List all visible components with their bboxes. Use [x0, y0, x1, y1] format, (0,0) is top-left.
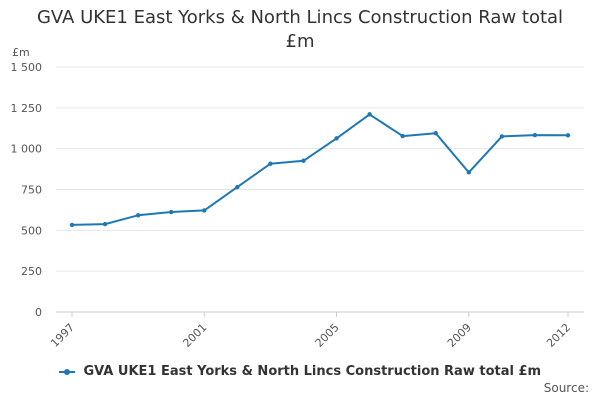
legend-marker-icon	[58, 367, 75, 377]
series-group	[69, 112, 571, 228]
chart-title-line-1: GVA UKE1 East Yorks & North Lincs Constr…	[36, 7, 564, 28]
data-point[interactable]	[532, 132, 538, 138]
y-tick-label: 1 500	[11, 61, 43, 74]
x-tick-label: 2001	[180, 321, 209, 350]
data-point[interactable]	[202, 208, 207, 213]
data-point[interactable]	[301, 158, 306, 163]
y-tick-label: 1 000	[11, 143, 43, 156]
data-point[interactable]	[565, 133, 571, 138]
x-tick-label: 2005	[313, 321, 342, 350]
data-point[interactable]	[367, 112, 372, 117]
y-tick-label: 250	[21, 265, 42, 278]
x-tick-label: 2009	[445, 321, 474, 350]
y-axis-ticks: 0 250 500 750 1 000 1 250 1 500	[11, 61, 43, 319]
data-point[interactable]	[433, 130, 438, 136]
y-tick-label: 0	[35, 306, 42, 319]
data-point[interactable]	[235, 184, 240, 190]
data-point[interactable]	[466, 170, 471, 175]
data-point[interactable]	[268, 161, 273, 166]
chart-title-line-2: £m	[285, 31, 315, 52]
y-tick-label: 1 250	[11, 102, 43, 115]
legend[interactable]: GVA UKE1 East Yorks & North Lincs Constr…	[0, 364, 600, 379]
series-line	[71, 113, 569, 226]
source-label: Source:	[543, 381, 589, 395]
data-point[interactable]	[102, 221, 108, 227]
legend-label: GVA UKE1 East Yorks & North Lincs Constr…	[83, 364, 542, 379]
data-point[interactable]	[135, 213, 141, 218]
data-point[interactable]	[400, 133, 405, 139]
x-axis-ticks: 1997 2001 2005 2009 2012	[48, 312, 573, 350]
data-point[interactable]	[334, 136, 339, 141]
data-point[interactable]	[499, 134, 505, 139]
y-tick-label: 750	[21, 184, 42, 197]
x-tick-label: 2012	[544, 321, 573, 350]
chart-title: GVA UKE1 East Yorks & North Lincs Constr…	[0, 6, 600, 54]
x-tick-label: 1997	[48, 321, 77, 350]
gridlines	[56, 66, 584, 313]
data-point[interactable]	[169, 209, 174, 215]
y-axis-label: £m	[12, 46, 30, 59]
y-tick-label: 500	[21, 224, 42, 237]
data-point[interactable]	[69, 222, 75, 228]
